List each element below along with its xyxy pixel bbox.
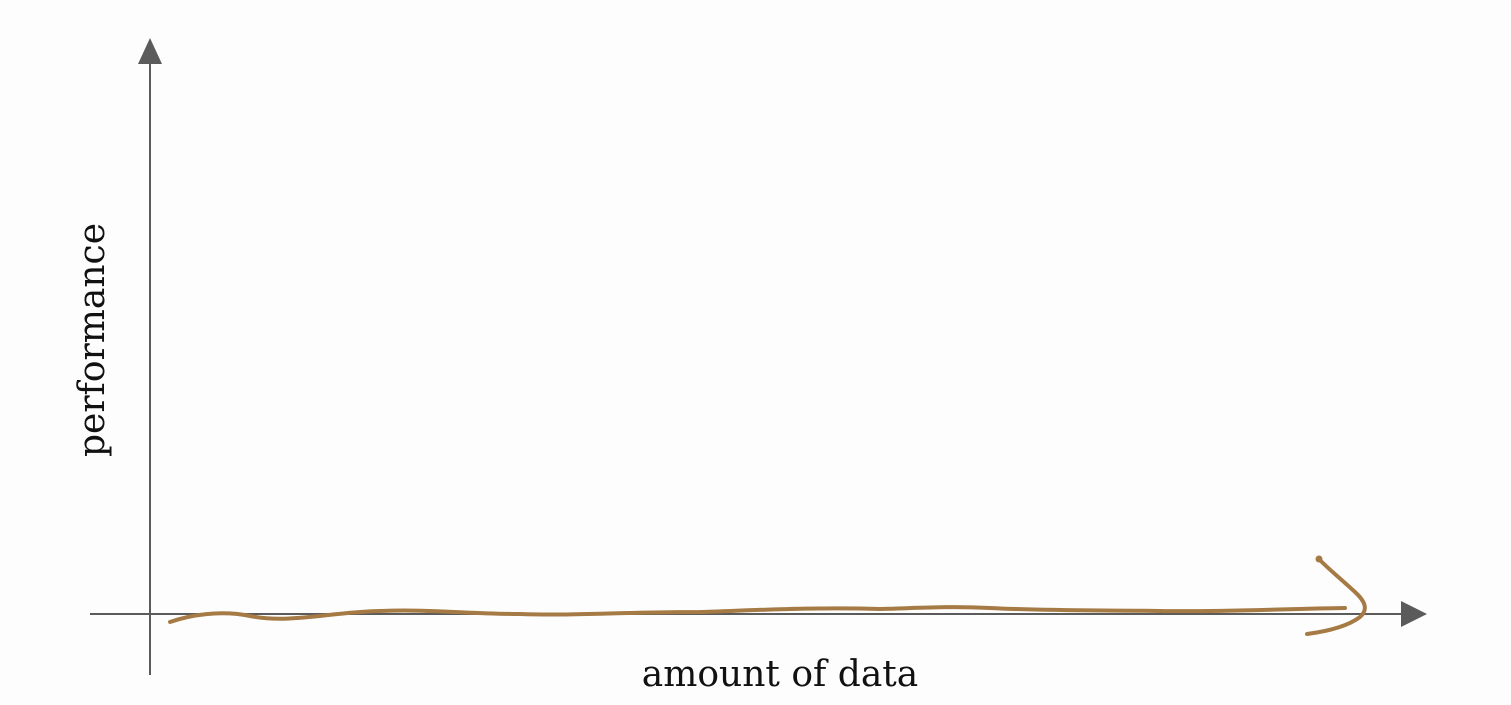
x-axis-label: amount of data [642, 654, 918, 695]
handdrawn-arrow-start-dot [1315, 555, 1323, 563]
handdrawn-flat-curve [168, 605, 1347, 624]
y-axis-arrowhead [138, 38, 162, 64]
y-axis-label: performance [72, 223, 113, 457]
handdrawn-curve-arrowhead [1305, 557, 1367, 636]
x-axis-arrowhead [1401, 601, 1427, 627]
